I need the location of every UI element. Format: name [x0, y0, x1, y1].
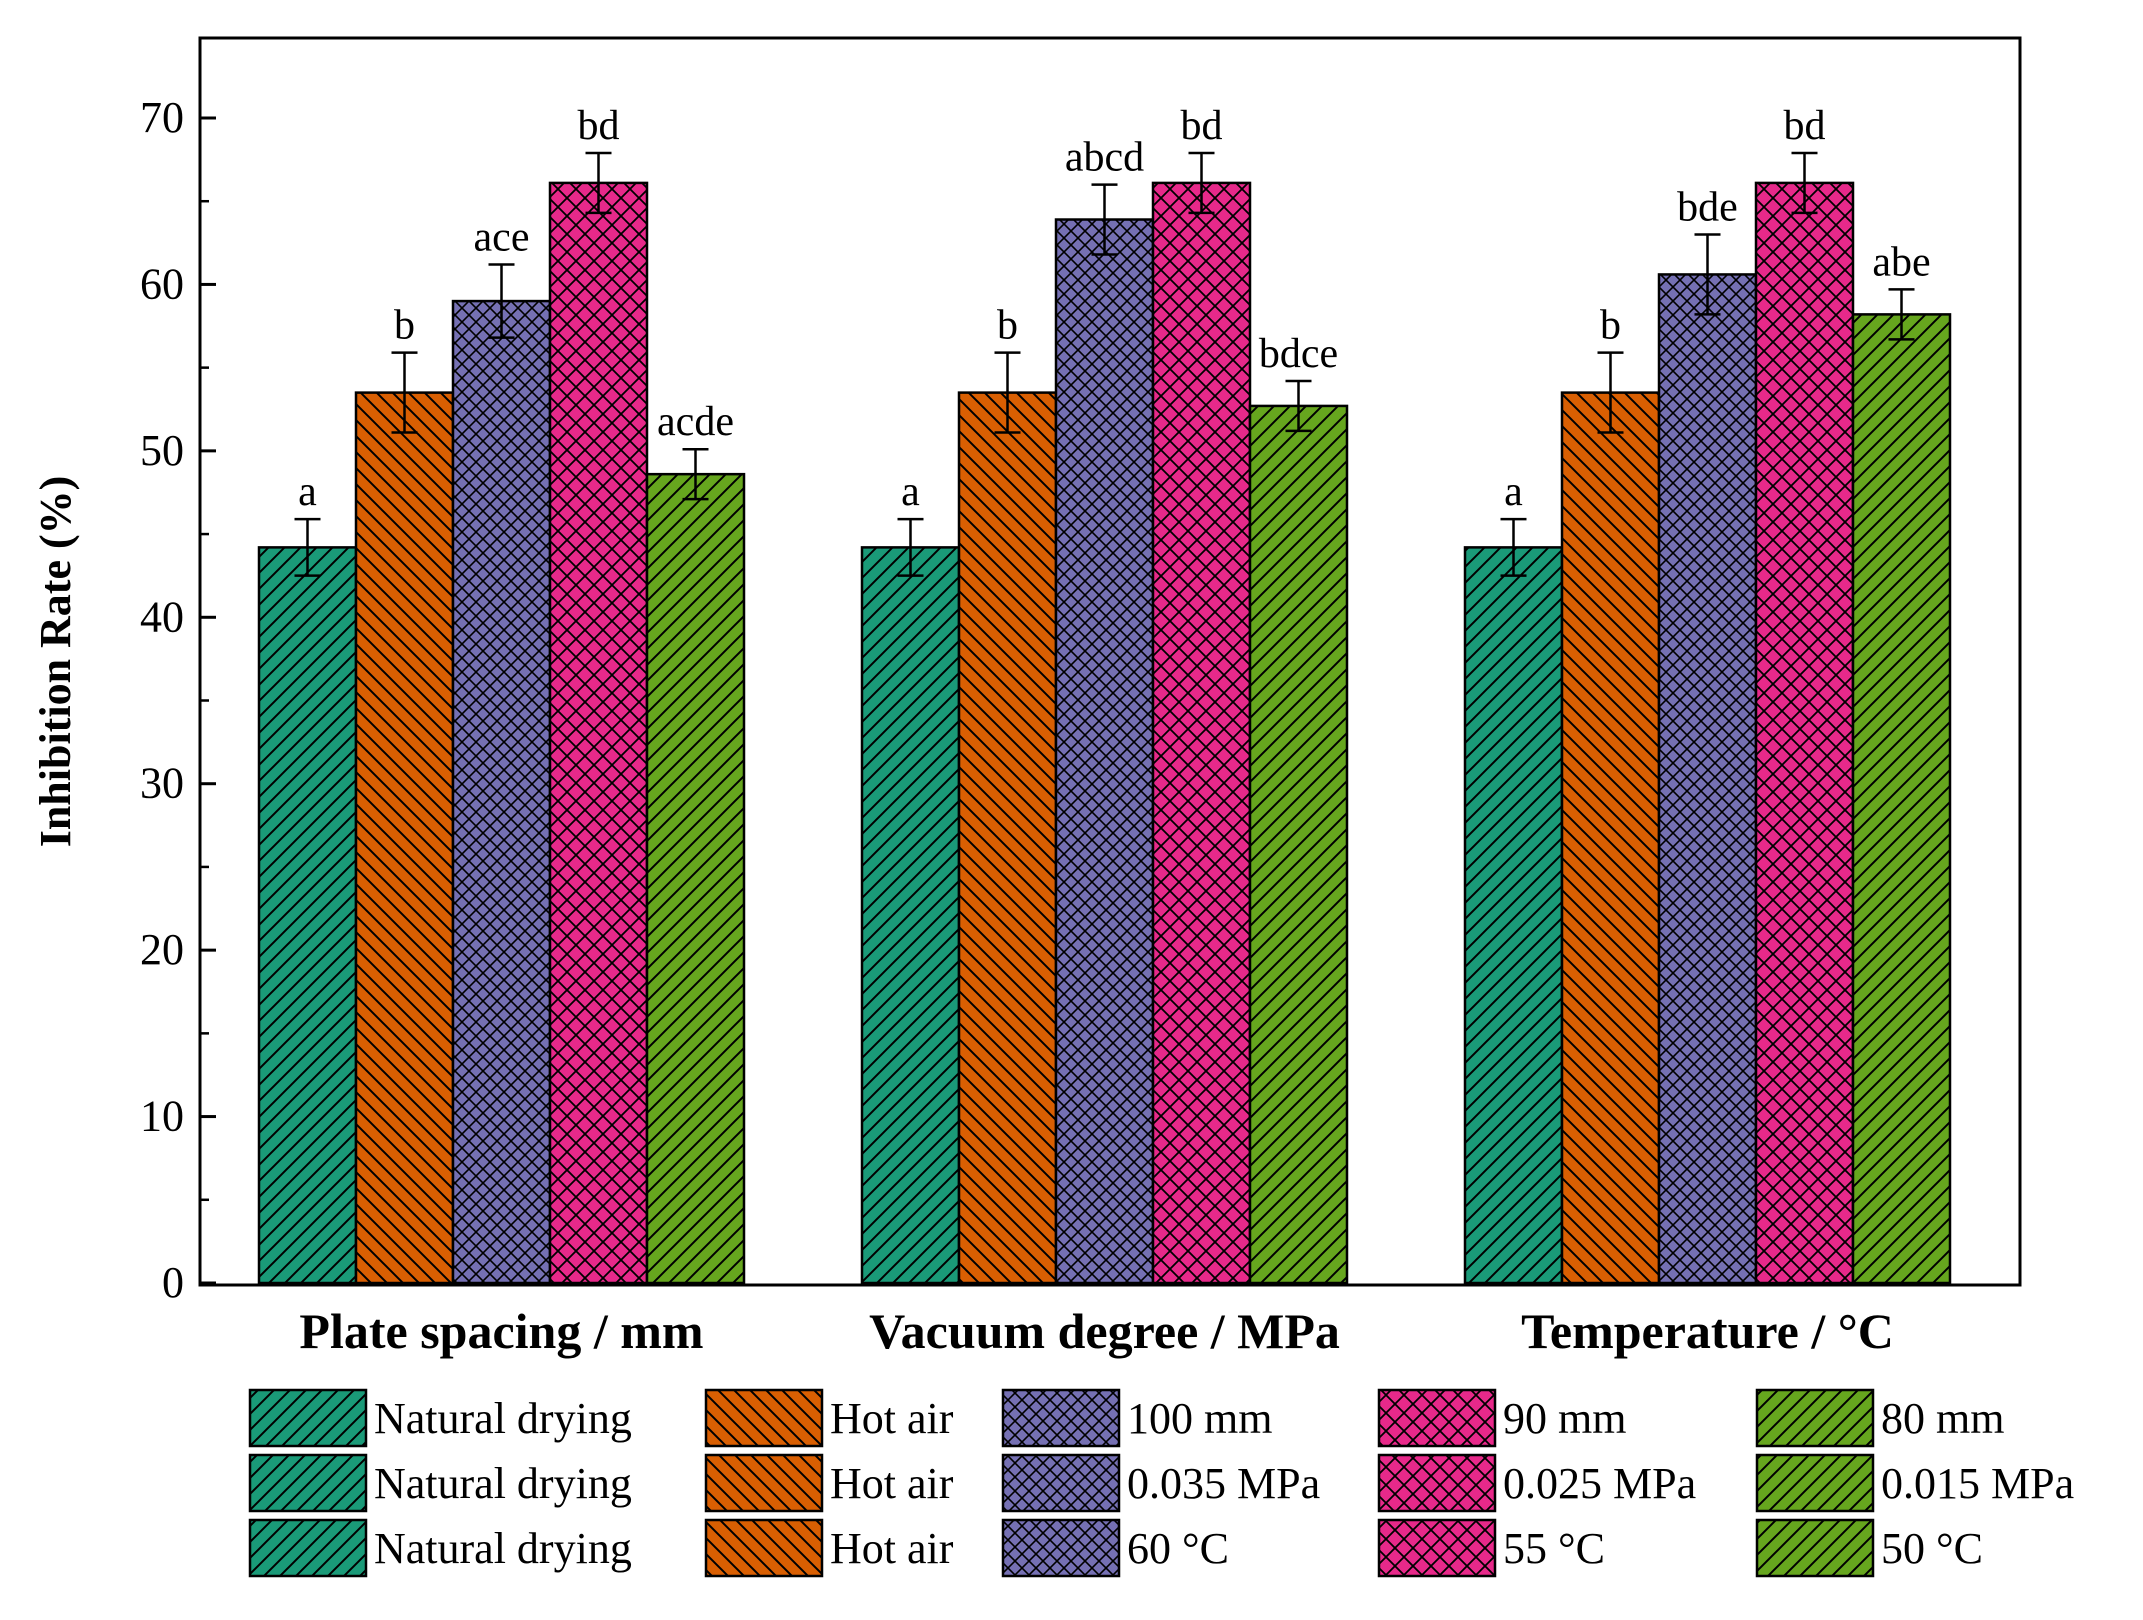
y-tick-label: 20 [140, 925, 184, 974]
bar-1-2 [356, 393, 453, 1283]
significance-label: a [1504, 469, 1523, 515]
legend-item: 90 mm [1379, 1390, 1626, 1446]
legend-label: 80 mm [1881, 1394, 2004, 1443]
bar-1-1 [259, 547, 356, 1283]
significance-label: a [901, 469, 920, 515]
x-category-label: Vacuum degree / MPa [869, 1303, 1340, 1359]
significance-label: acde [657, 399, 734, 445]
legend-label: Hot air [830, 1524, 954, 1573]
y-tick-label: 0 [162, 1258, 184, 1307]
legend-item: Natural drying [250, 1520, 632, 1576]
legend-item: 100 mm [1003, 1390, 1272, 1446]
bar-3-4 [1756, 183, 1853, 1283]
legend-item: Natural drying [250, 1390, 632, 1446]
legend-item: 0.015 MPa [1757, 1455, 2074, 1511]
legend-item: 50 °C [1757, 1520, 1983, 1576]
legend-swatch [1003, 1520, 1119, 1576]
bar-1-4 [550, 183, 647, 1283]
legend-label: 100 mm [1127, 1394, 1272, 1443]
inhibition-rate-chart: abacebdacdeababcdbdbdceabbdebdabe 010203… [0, 0, 2143, 1615]
legend-label: 0.025 MPa [1503, 1459, 1696, 1508]
legend-swatch [1757, 1455, 1873, 1511]
significance-label: a [298, 469, 317, 515]
bar-1-5 [647, 474, 744, 1283]
legend-swatch [1003, 1390, 1119, 1446]
significance-label: bde [1677, 185, 1738, 231]
y-tick-label: 30 [140, 759, 184, 808]
legend-swatch [1757, 1390, 1873, 1446]
significance-label: abe [1872, 239, 1930, 285]
legend-item: Natural drying [250, 1455, 632, 1511]
bar-3-3 [1659, 274, 1756, 1283]
legend-label: Hot air [830, 1394, 954, 1443]
legend-swatch [706, 1390, 822, 1446]
bars-layer [259, 183, 1950, 1283]
bar-2-3 [1056, 220, 1153, 1283]
legend-label: Hot air [830, 1459, 954, 1508]
legend-label: Natural drying [374, 1394, 632, 1443]
legend-swatch [1379, 1390, 1495, 1446]
significance-label: b [1600, 303, 1621, 349]
bar-2-5 [1250, 406, 1347, 1283]
y-tick-label: 70 [140, 93, 184, 142]
x-category-label: Temperature / °C [1521, 1303, 1894, 1359]
legend-swatch [1379, 1520, 1495, 1576]
significance-label: ace [474, 214, 530, 260]
significance-label: b [394, 303, 415, 349]
legend-item: Hot air [706, 1455, 954, 1511]
legend-swatch [1379, 1455, 1495, 1511]
legend-item: Hot air [706, 1390, 954, 1446]
legend-item: 60 °C [1003, 1520, 1229, 1576]
legend-item: 0.035 MPa [1003, 1455, 1320, 1511]
bar-2-4 [1153, 183, 1250, 1283]
bar-2-1 [862, 547, 959, 1283]
y-axis-title: Inhibition Rate (%) [31, 476, 80, 848]
y-axis: 0 10 20 30 40 50 60 70 [140, 93, 216, 1307]
bar-1-3 [453, 301, 550, 1283]
legend-swatch [250, 1520, 366, 1576]
significance-label: bd [578, 103, 620, 149]
legend-item: 80 mm [1757, 1390, 2004, 1446]
significance-label: bdce [1259, 331, 1338, 377]
bar-3-1 [1465, 547, 1562, 1283]
significance-label: abcd [1065, 135, 1144, 181]
legend-item: 0.025 MPa [1379, 1455, 1696, 1511]
legend-label: 60 °C [1127, 1524, 1229, 1573]
bar-3-2 [1562, 393, 1659, 1283]
y-tick-label: 10 [140, 1092, 184, 1141]
legend-label: 0.035 MPa [1127, 1459, 1320, 1508]
chart-root: a b ace bd acde a b abcd bd bdce a b bde bd abe 0 10 20 3… [0, 0, 2143, 1615]
legend-swatch [1003, 1455, 1119, 1511]
legend-swatch [1757, 1520, 1873, 1576]
x-category-label: Plate spacing / mm [299, 1303, 703, 1359]
legend-label: 55 °C [1503, 1524, 1605, 1573]
legend-item: 55 °C [1379, 1520, 1605, 1576]
legend-label: 0.015 MPa [1881, 1459, 2074, 1508]
x-axis-categories: Plate spacing / mm Vacuum degree / MPa Tem… [299, 1303, 1893, 1359]
significance-label: bd [1181, 103, 1223, 149]
legend-label: 90 mm [1503, 1394, 1626, 1443]
legend-swatch [250, 1390, 366, 1446]
significance-label: bd [1784, 103, 1826, 149]
y-tick-label: 40 [140, 592, 184, 641]
significance-label: b [997, 303, 1018, 349]
legend-swatch [250, 1455, 366, 1511]
legend-label: 50 °C [1881, 1524, 1983, 1573]
legend-label: Natural drying [374, 1524, 632, 1573]
legend-item: Hot air [706, 1520, 954, 1576]
bar-3-5 [1853, 314, 1950, 1283]
y-tick-label: 60 [140, 259, 184, 308]
legend-swatch [706, 1455, 822, 1511]
legend-swatch [706, 1520, 822, 1576]
legend-label: Natural drying [374, 1459, 632, 1508]
bar-2-2 [959, 393, 1056, 1283]
y-tick-label: 50 [140, 426, 184, 475]
legend: Natural drying Hot air 100 mm 90 mm 80 mm Nat… [250, 1390, 2074, 1576]
